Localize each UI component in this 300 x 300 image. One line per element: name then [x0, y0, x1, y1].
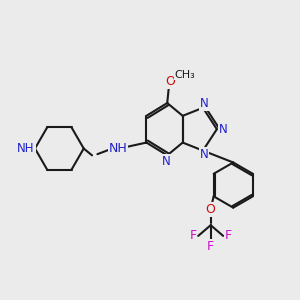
Text: N: N [200, 97, 208, 110]
Text: CH₃: CH₃ [175, 70, 195, 80]
Text: F: F [225, 230, 232, 242]
Text: F: F [207, 239, 214, 253]
Text: O: O [205, 203, 215, 216]
Text: F: F [189, 230, 197, 242]
Text: N: N [219, 123, 228, 136]
Text: N: N [162, 155, 171, 168]
Text: O: O [166, 75, 176, 88]
Text: NH: NH [17, 142, 35, 155]
Text: NH: NH [109, 142, 127, 155]
Text: N: N [200, 148, 208, 161]
